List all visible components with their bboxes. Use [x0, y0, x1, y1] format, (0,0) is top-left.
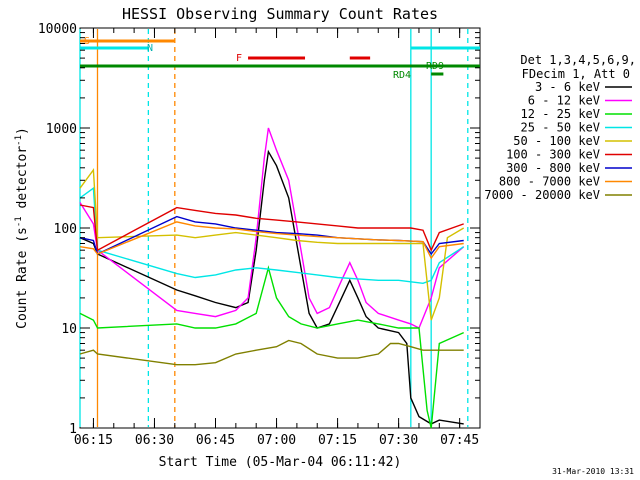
series-line-12-25-kev — [79, 265, 464, 429]
legend-label-300-800-kev: 300 - 800 keV — [506, 161, 600, 175]
flag-label-s: S — [84, 36, 90, 47]
y-tick-label: 10000 — [38, 22, 77, 37]
legend-label-3-6-kev: 3 - 6 keV — [535, 80, 600, 94]
chart-title: HESSI Observing Summary Count Rates — [122, 5, 438, 23]
flag-label-rd4: RD4 — [393, 70, 411, 81]
series-line-50-100-kev — [79, 168, 465, 321]
x-tick-label: 07:30 — [379, 433, 418, 448]
legend-header-line-1: Det 1,3,4,5,6,9, — [520, 53, 636, 67]
legend-label-800-7000-kev: 800 - 7000 keV — [499, 175, 600, 189]
flag-label-n: N — [147, 43, 153, 54]
x-tick-label: 06:15 — [74, 433, 113, 448]
legend-label-25-50-kev: 25 - 50 keV — [521, 121, 600, 135]
legend-label-6-12-kev: 6 - 12 keV — [528, 94, 600, 108]
legend-header-line-2: FDecim 1, Att 0 — [522, 67, 630, 81]
y-tick-label: 1 — [69, 422, 77, 437]
x-axis-label: Start Time (05-Mar-04 06:11:42) — [159, 455, 402, 470]
legend-label-100-300-kev: 100 - 300 keV — [506, 148, 600, 162]
series-line-25-50-kev — [79, 186, 465, 285]
x-tick-label: 06:45 — [196, 433, 235, 448]
date-stamp: 31-Mar-2010 13:31 — [552, 467, 634, 476]
y-tick-label: 1000 — [46, 122, 77, 137]
y-tick-label: 100 — [54, 222, 77, 237]
series-line-800-7000-kev — [79, 221, 464, 260]
y-tick-label: 10 — [61, 322, 77, 337]
y-axis-label: Count Rate (s-1 detector-1) — [14, 127, 30, 329]
legend: Det 1,3,4,5,6,9, FDecim 1, Att 0 3 - 6 k… — [484, 53, 636, 202]
flags-layer: S N F RD9 RD4 — [80, 36, 480, 81]
series-line-7000-20000-kev — [79, 339, 464, 366]
legend-label-50-100-kev: 50 - 100 keV — [513, 134, 600, 148]
axis-ticks: 1 10 100 1000 10000 06:15 06:30 06:45 07:00 07:15… — [38, 22, 481, 448]
series-layer — [79, 127, 465, 429]
flag-label-f: F — [236, 53, 242, 64]
legend-label-12-25-kev: 12 - 25 keV — [521, 107, 600, 121]
x-tick-label: 07:45 — [440, 433, 479, 448]
flag-label-rd9: RD9 — [426, 61, 444, 72]
series-line-3-6-kev — [79, 149, 464, 425]
x-tick-label: 07:15 — [318, 433, 357, 448]
x-tick-label: 07:00 — [257, 433, 296, 448]
legend-label-7000-20000-kev: 7000 - 20000 keV — [484, 188, 600, 202]
series-line-300-800-kev — [79, 215, 464, 256]
x-tick-label: 06:30 — [135, 433, 174, 448]
series-line-100-300-kev — [79, 204, 464, 252]
